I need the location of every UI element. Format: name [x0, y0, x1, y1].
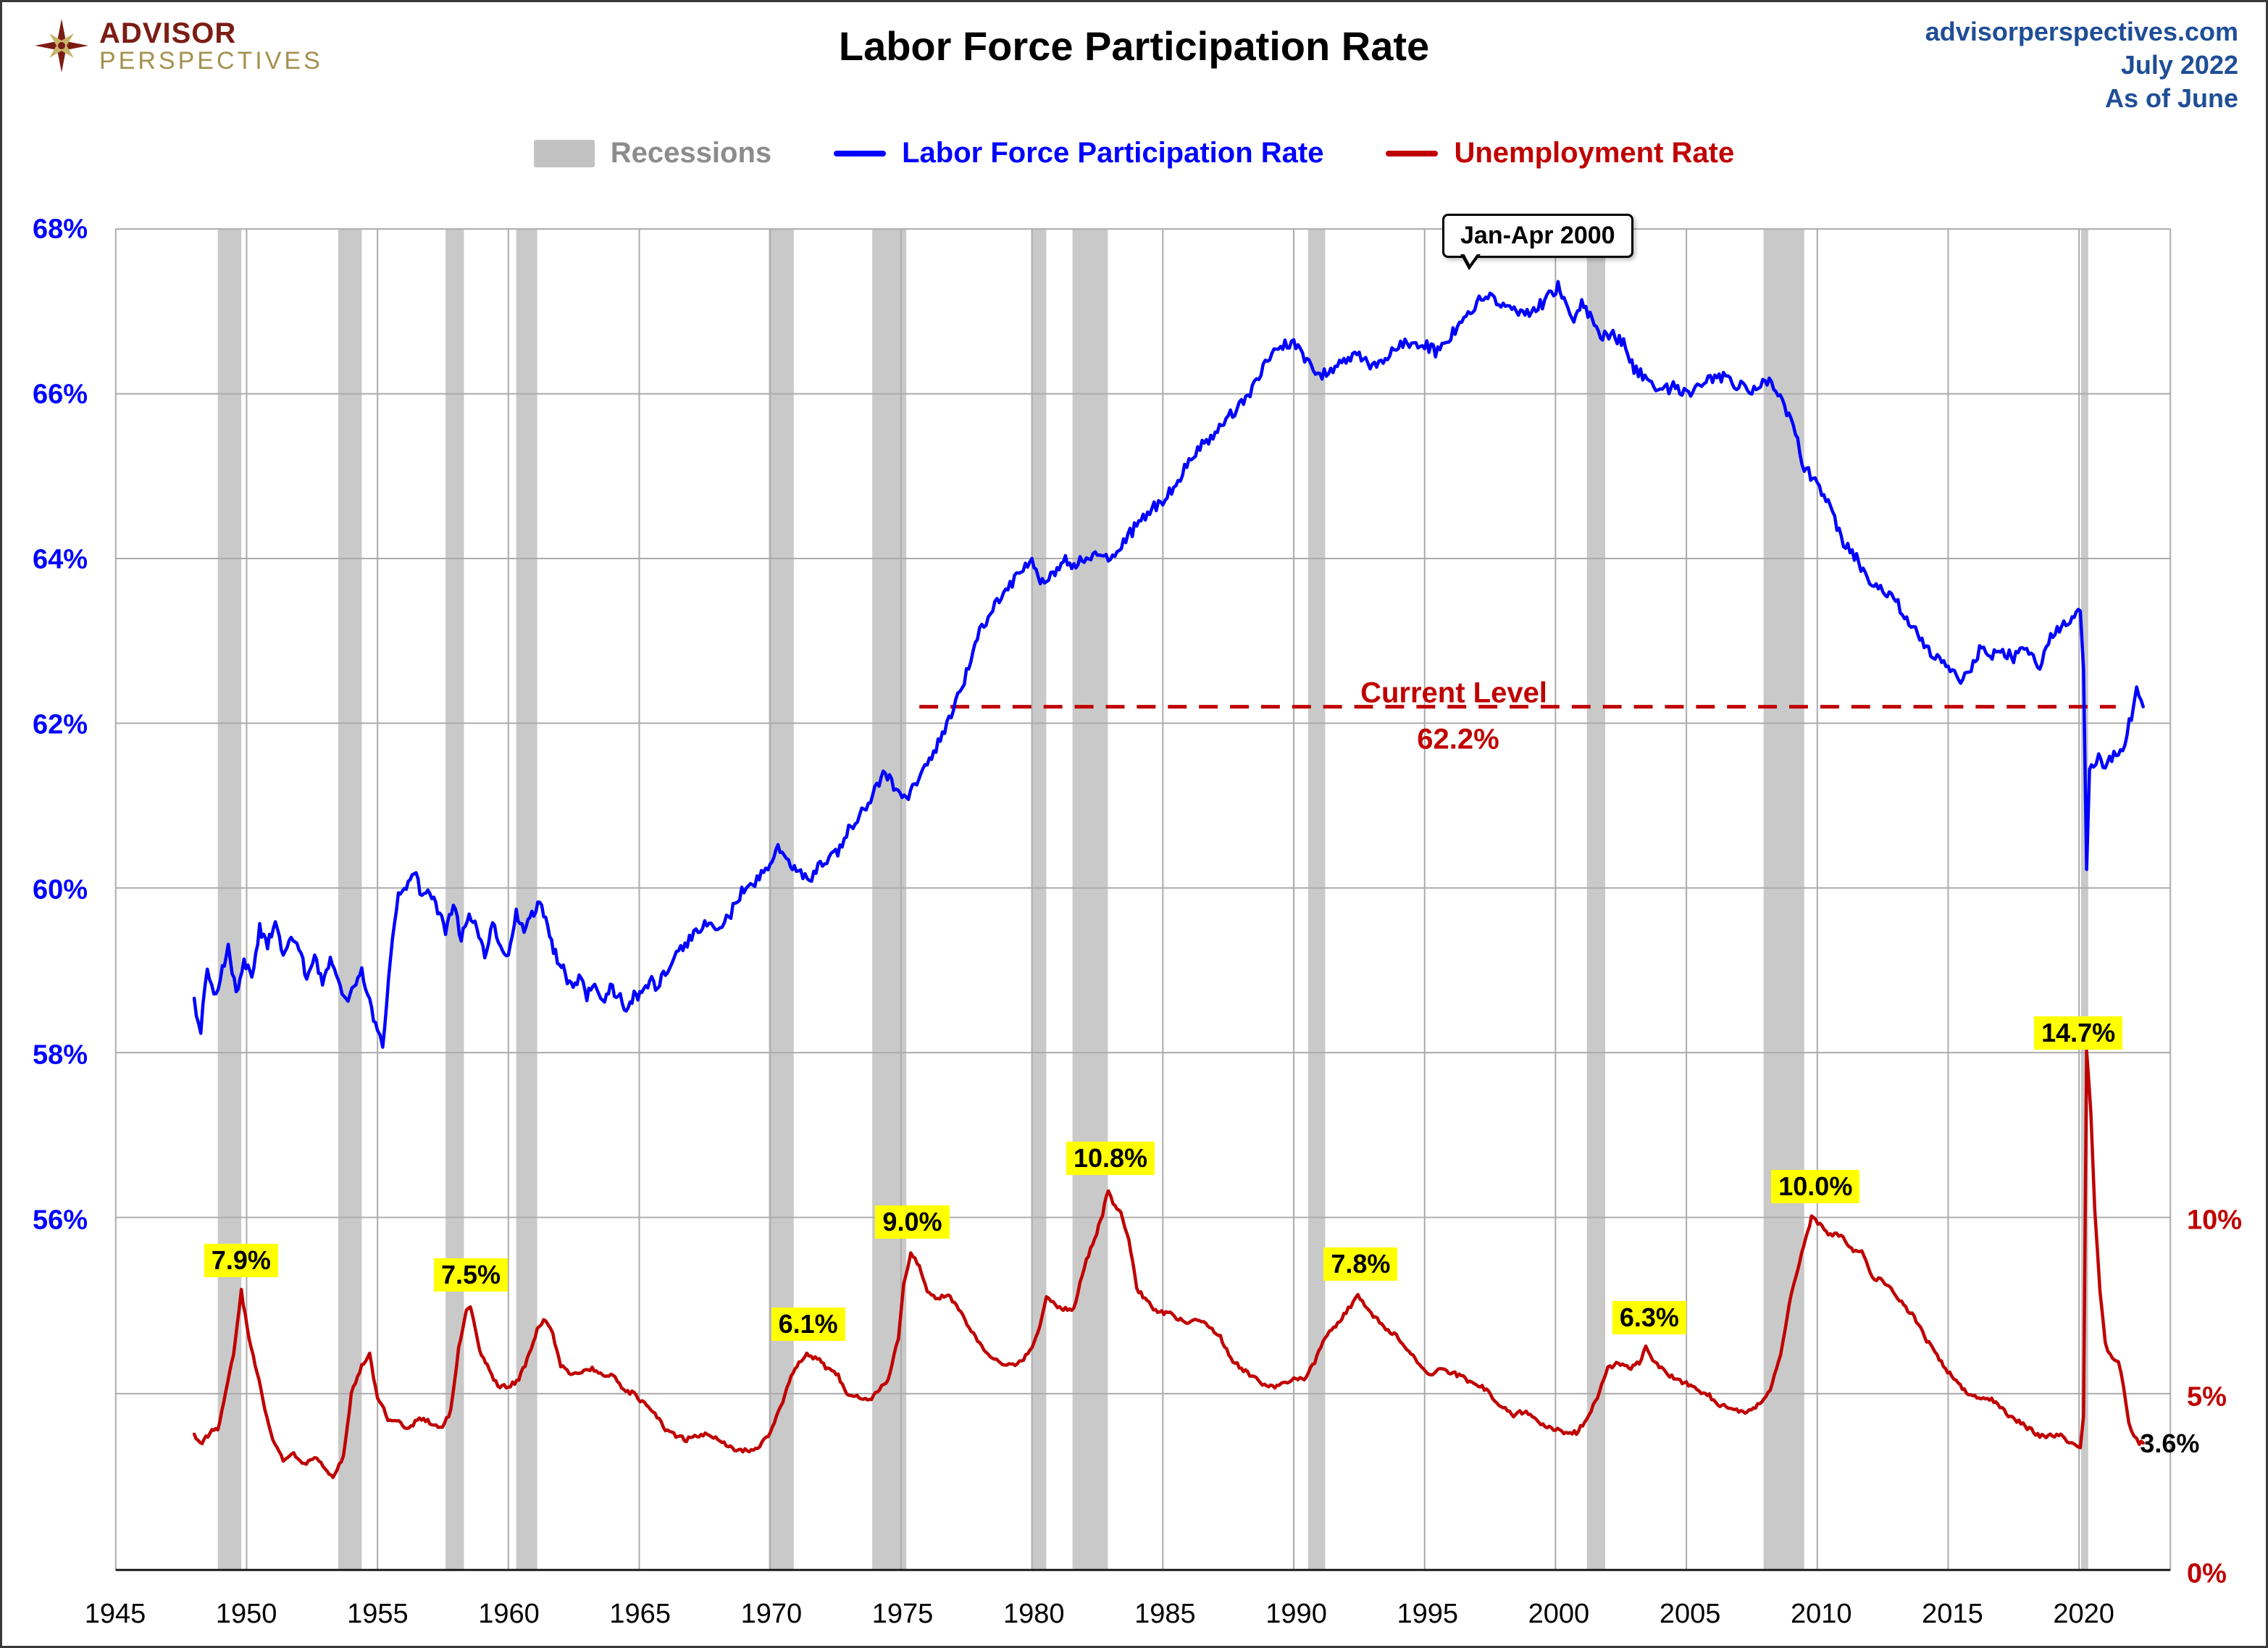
- left-axis-tick-label: 60%: [32, 874, 88, 905]
- x-axis-tick-label: 1950: [215, 1599, 277, 1629]
- x-axis-tick-label: 1975: [871, 1599, 934, 1629]
- legend-label: Recessions: [610, 137, 772, 169]
- current-level-label: Current Level: [1360, 677, 1547, 709]
- lfpr-line: [192, 280, 2145, 1049]
- compass-rose-icon: [34, 18, 89, 77]
- x-axis-tick-label: 1990: [1265, 1599, 1327, 1629]
- recession-band: [338, 229, 362, 1570]
- jan-apr-2000-callout: Jan-Apr 2000: [1442, 214, 1633, 270]
- recession-band: [1072, 229, 1108, 1570]
- unemployment-peak-label: 7.5%: [433, 1258, 508, 1292]
- unemployment-peak-label: 14.7%: [2034, 1016, 2123, 1050]
- unemployment-current-label: 3.6%: [2140, 1429, 2200, 1459]
- current-level-value: 62.2%: [1417, 723, 1499, 756]
- unemployment-peak-label: 9.0%: [875, 1205, 950, 1239]
- right-axis-tick-label: 0%: [2187, 1558, 2227, 1589]
- advisor-perspectives-logo: ADVISOR PERSPECTIVES: [34, 18, 323, 77]
- x-axis-tick-label: 1995: [1397, 1599, 1459, 1629]
- legend-item: Labor Force Participation Rate: [834, 137, 1323, 170]
- x-axis-tick-label: 2005: [1659, 1599, 1721, 1629]
- x-axis-tick-label: 1980: [1003, 1599, 1065, 1629]
- legend-line-swatch: [1386, 150, 1439, 156]
- recession-band: [516, 229, 537, 1570]
- left-axis-tick-label: 62%: [32, 709, 88, 740]
- legend-label: Unemployment Rate: [1454, 137, 1735, 169]
- publish-date: July 2022: [2120, 50, 2238, 80]
- x-axis-tick-label: 2000: [1528, 1599, 1590, 1629]
- chart-legend: Recessions Labor Force Participation Rate…: [2, 137, 2266, 170]
- recession-band: [217, 229, 242, 1570]
- left-axis-tick-label: 58%: [32, 1040, 88, 1071]
- recession-band: [872, 229, 907, 1570]
- x-axis-tick-label: 2020: [2053, 1599, 2114, 1629]
- x-axis-tick-label: 2015: [1922, 1599, 1983, 1629]
- left-axis-tick-label: 64%: [32, 544, 88, 575]
- source-block: advisorperspectives.com July 2022 As of …: [1925, 15, 2238, 115]
- recession-band: [1586, 229, 1606, 1570]
- x-axis-tick-label: 1955: [347, 1599, 409, 1629]
- legend-item: Unemployment Rate: [1386, 137, 1734, 170]
- legend-line-swatch: [834, 150, 887, 156]
- site-url: advisorperspectives.com: [1925, 17, 2238, 46]
- left-axis-tick-label: 68%: [32, 214, 88, 245]
- recession-band: [1763, 229, 1804, 1570]
- legend-label: Labor Force Participation Rate: [902, 137, 1324, 169]
- as-of-date: As of June: [2104, 83, 2238, 114]
- right-axis-tick-label: 5%: [2187, 1381, 2227, 1413]
- x-axis-tick-label: 1970: [740, 1599, 803, 1629]
- chart-title: Labor Force Participation Rate: [838, 23, 1430, 69]
- recession-band: [769, 229, 794, 1570]
- unemployment-line: [192, 1049, 2145, 1479]
- unemployment-peak-label: 6.3%: [1612, 1300, 1686, 1334]
- recession-band: [1032, 229, 1047, 1570]
- left-axis-tick-label: 56%: [32, 1205, 88, 1236]
- recession-band: [2081, 229, 2088, 1570]
- unemployment-peak-label: 10.8%: [1066, 1141, 1155, 1175]
- legend-item: Recessions: [533, 137, 772, 170]
- unemployment-peak-label: 6.1%: [771, 1308, 845, 1342]
- logo-line2: PERSPECTIVES: [99, 47, 323, 75]
- recession-band: [445, 229, 464, 1570]
- recession-band: [1307, 229, 1326, 1570]
- unemployment-peak-label: 7.8%: [1323, 1247, 1398, 1281]
- x-axis-tick-label: 1985: [1134, 1599, 1196, 1629]
- unemployment-peak-label: 7.9%: [204, 1244, 278, 1278]
- x-axis-tick-label: 1945: [84, 1599, 146, 1629]
- legend-band-swatch: [533, 139, 595, 167]
- x-axis-tick-label: 1960: [478, 1599, 540, 1629]
- left-axis-tick-label: 66%: [32, 379, 88, 410]
- right-axis-tick-label: 10%: [2187, 1205, 2243, 1236]
- unemployment-peak-label: 10.0%: [1771, 1170, 1860, 1203]
- x-axis-tick-label: 1965: [609, 1599, 671, 1629]
- logo-line1: ADVISOR: [99, 17, 237, 49]
- x-axis-tick-label: 2010: [1790, 1599, 1852, 1629]
